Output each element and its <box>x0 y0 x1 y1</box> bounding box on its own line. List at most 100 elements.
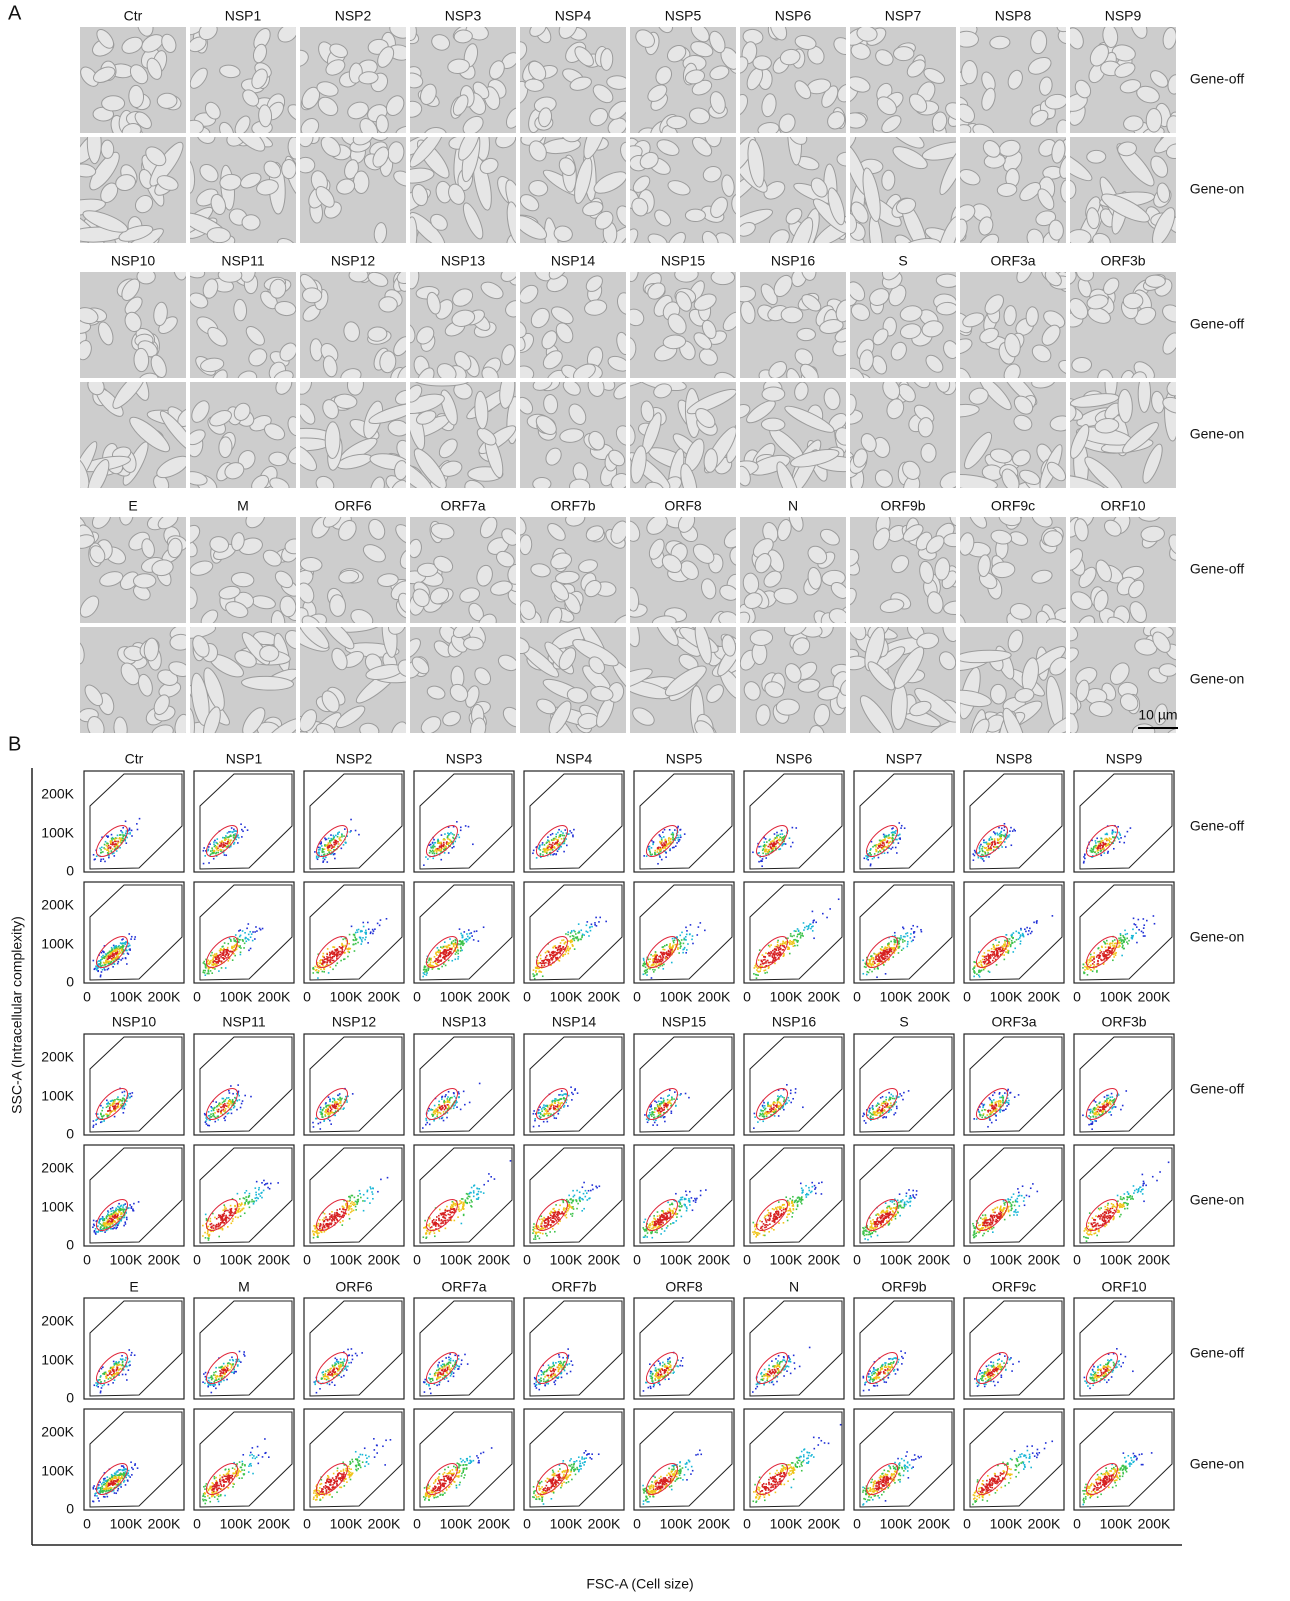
event-dot <box>658 967 660 969</box>
event-dot <box>437 964 439 966</box>
event-dot <box>796 936 798 938</box>
cell <box>753 56 772 71</box>
event-dot <box>769 844 771 846</box>
event-dot <box>574 948 576 950</box>
event-dot <box>901 825 903 827</box>
event-dot <box>450 840 452 842</box>
event-dot <box>330 961 332 963</box>
event-dot <box>685 927 687 929</box>
x-tick-label: 100K <box>110 989 143 1005</box>
event-dot <box>536 857 538 859</box>
event-dot <box>123 943 125 945</box>
event-dot <box>129 833 131 835</box>
event-dot <box>913 932 915 934</box>
event-dot <box>348 943 350 945</box>
event-dot <box>758 861 760 863</box>
event-dot <box>323 953 325 955</box>
event-dot <box>874 962 876 964</box>
event-dot <box>322 848 324 850</box>
event-dot <box>342 939 344 941</box>
event-dot <box>438 961 440 963</box>
event-dot <box>204 974 206 976</box>
event-dot <box>657 962 659 964</box>
event-dot <box>768 840 770 842</box>
event-dot <box>321 845 323 847</box>
event-dot <box>598 921 600 923</box>
event-dot <box>332 968 334 970</box>
event-dot <box>685 936 687 938</box>
micrograph <box>402 514 530 636</box>
event-dot <box>434 956 436 958</box>
event-dot <box>898 842 900 844</box>
event-dot <box>112 966 114 968</box>
event-dot <box>228 831 230 833</box>
event-dot <box>203 970 205 972</box>
event-dot <box>95 965 97 967</box>
event-dot <box>561 940 563 942</box>
event-dot <box>125 842 127 844</box>
event-dot <box>108 963 110 965</box>
event-dot <box>330 953 332 955</box>
event-dot <box>875 851 877 853</box>
event-dot <box>546 841 548 843</box>
event-dot <box>893 947 895 949</box>
column-title: NSP12 <box>331 253 376 269</box>
event-dot <box>449 948 451 950</box>
cell <box>102 96 125 111</box>
event-dot <box>552 833 554 835</box>
event-dot <box>324 844 326 846</box>
event-dot <box>230 834 232 836</box>
event-dot <box>437 848 439 850</box>
event-dot <box>698 926 700 928</box>
event-dot <box>921 931 923 933</box>
event-dot <box>768 952 770 954</box>
event-dot <box>651 847 653 849</box>
micrograph <box>943 366 1073 506</box>
event-dot <box>865 967 867 969</box>
event-dot <box>453 834 455 836</box>
event-dot <box>552 854 554 856</box>
event-dot <box>661 859 663 861</box>
event-dot <box>208 973 210 975</box>
event-dot <box>763 848 765 850</box>
cell <box>133 573 156 588</box>
event-dot <box>107 969 109 971</box>
event-dot <box>578 923 580 925</box>
event-dot <box>101 956 103 958</box>
event-dot <box>430 962 432 964</box>
event-dot <box>865 963 867 965</box>
event-dot <box>207 970 209 972</box>
event-dot <box>327 849 329 851</box>
event-dot <box>213 858 215 860</box>
event-dot <box>94 968 96 970</box>
event-dot <box>903 948 905 950</box>
event-dot <box>774 963 776 965</box>
micrograph <box>724 378 862 507</box>
event-dot <box>341 943 343 945</box>
event-dot <box>122 827 124 829</box>
event-dot <box>112 949 114 951</box>
event-dot <box>448 852 450 854</box>
event-dot <box>361 930 363 932</box>
event-dot <box>318 849 320 851</box>
event-dot <box>862 973 864 975</box>
event-dot <box>793 943 795 945</box>
event-dot <box>764 959 766 961</box>
cell <box>296 157 315 173</box>
event-dot <box>241 836 243 838</box>
event-dot <box>326 953 328 955</box>
event-dot <box>540 955 542 957</box>
event-dot <box>779 839 781 841</box>
micrograph <box>1043 114 1201 253</box>
event-dot <box>595 917 597 919</box>
event-dot <box>792 842 794 844</box>
micrograph <box>948 258 1081 393</box>
event-dot <box>110 840 112 842</box>
event-dot <box>364 932 366 934</box>
event-dot <box>812 930 814 932</box>
cell <box>325 422 340 459</box>
micrograph <box>399 615 527 741</box>
event-dot <box>433 961 435 963</box>
event-dot <box>665 856 667 858</box>
event-dot <box>126 830 128 832</box>
